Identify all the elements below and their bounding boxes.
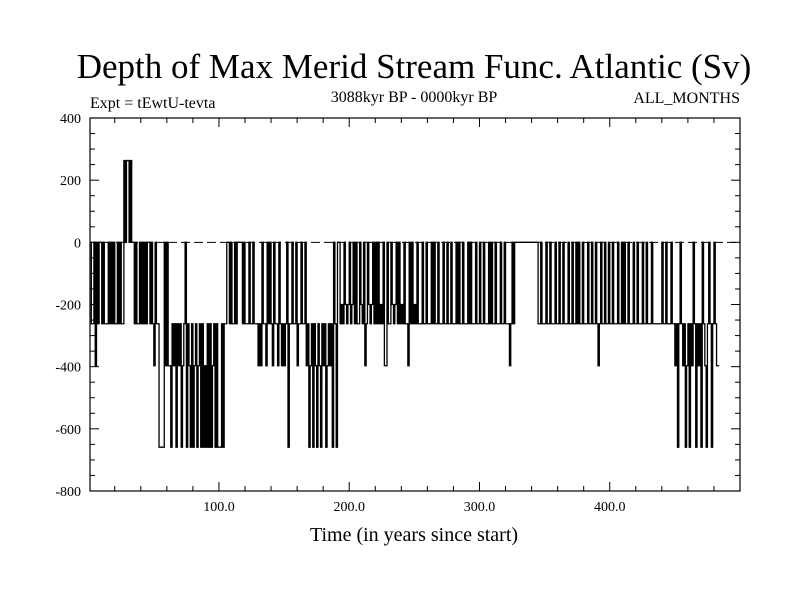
y-tick-label: -400 [55, 361, 81, 376]
x-tick-label: 300.0 [464, 500, 496, 515]
y-tick-label: 200 [60, 174, 81, 189]
x-tick-label: 100.0 [203, 500, 235, 515]
y-tick-label: 400 [60, 112, 81, 127]
x-axis: 100.0 200.0 300.0 400.0 [114, 118, 741, 515]
months-label: ALL_MONTHS [633, 90, 740, 107]
x-tick-label: 200.0 [333, 500, 365, 515]
y-tick-label: 0 [74, 236, 81, 251]
chart-title: Depth of Max Merid Stream Func. Atlantic… [77, 47, 752, 86]
y-tick-label: -600 [55, 423, 81, 438]
y-tick-label: -800 [55, 485, 81, 500]
x-tick-label: 400.0 [594, 500, 626, 515]
time-range-label: 3088kyr BP - 0000kyr BP [331, 89, 498, 106]
y-tick-label: -200 [55, 299, 81, 314]
experiment-label: Expt = tEwtU-tevta [90, 95, 215, 112]
x-axis-label: Time (in years since start) [310, 524, 518, 546]
series-line-0 [90, 159, 720, 448]
y-axis: 400 200 0 -200 -400 -600 -800 [55, 112, 740, 500]
plot-area [90, 159, 740, 448]
